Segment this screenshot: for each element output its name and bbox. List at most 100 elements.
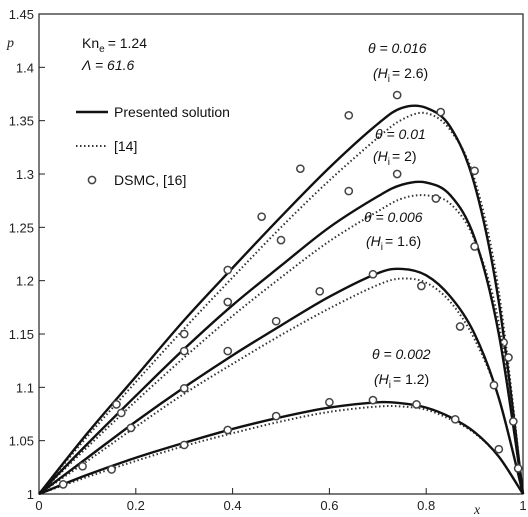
legend: Presented solution [14] DSMC, [16] bbox=[76, 104, 230, 188]
dsmc-point bbox=[223, 346, 233, 356]
y-tick-labels: 1 1.05 1.1 1.15 1.2 1.25 1.3 1.35 1.4 1.45 bbox=[9, 7, 34, 502]
solid-line-theta-0.002 bbox=[38, 400, 525, 496]
curve-annotations: θ = 0.016 (Hi = 2.6) θ = 0.01 (Hi = 2) θ =… bbox=[364, 40, 431, 391]
parameter-block: Kne = 1.24 Λ = 61.6 bbox=[81, 35, 147, 73]
x-tick-label: 0.2 bbox=[127, 498, 145, 513]
hi-symbol: (H bbox=[374, 371, 390, 387]
hi-value: = 2.6) bbox=[392, 65, 428, 81]
y-tick-label: 1.15 bbox=[9, 327, 34, 342]
x-tick-label: 0.8 bbox=[417, 498, 435, 513]
series-theta-0.01 bbox=[38, 169, 525, 495]
hi-subscript: i bbox=[388, 157, 390, 168]
dsmc-point bbox=[368, 395, 378, 405]
x-tick-label: 1 bbox=[519, 498, 526, 513]
y-tick-label: 1.25 bbox=[9, 220, 34, 235]
lambda-parameter: Λ = 61.6 bbox=[81, 57, 135, 73]
hi-value: = 2) bbox=[392, 148, 417, 164]
plot-frame bbox=[38, 13, 524, 495]
dsmc-point bbox=[392, 90, 402, 100]
annotation-theta-0006: θ = 0.006 bbox=[364, 209, 423, 225]
annotation-hi-001: (Hi = 2) bbox=[373, 148, 417, 168]
hi-subscript: i bbox=[381, 242, 383, 253]
dsmc-point bbox=[296, 164, 305, 174]
dsmc-point bbox=[112, 400, 121, 409]
dsmc-point bbox=[508, 417, 518, 426]
knudsen-number: Kne = 1.24 bbox=[82, 35, 147, 55]
hi-subscript: i bbox=[388, 74, 390, 85]
hi-symbol: (H bbox=[373, 148, 389, 164]
dsmc-point bbox=[412, 400, 421, 409]
legend-label-dsmc: DSMC, [16] bbox=[114, 172, 186, 188]
dsmc-point bbox=[223, 297, 233, 307]
dsmc-point bbox=[470, 242, 479, 251]
y-axis-title: p bbox=[6, 36, 14, 51]
dsmc-point bbox=[450, 414, 460, 424]
y-tick-label: 1.45 bbox=[9, 7, 34, 22]
dsmc-point bbox=[223, 425, 233, 435]
dsmc-point bbox=[417, 281, 426, 291]
dsmc-point bbox=[455, 322, 465, 331]
annotation-theta-0016: θ = 0.016 bbox=[368, 40, 427, 56]
dsmc-point bbox=[179, 329, 189, 339]
y-tick-label: 1.35 bbox=[9, 114, 34, 129]
hi-value: = 1.2) bbox=[393, 371, 429, 387]
x-tick-label: 0.4 bbox=[224, 498, 242, 513]
x-tick-labels: 0 0.2 0.4 0.6 0.8 1 bbox=[35, 498, 526, 513]
hi-value: = 1.6) bbox=[385, 233, 421, 249]
solid-line-theta-0.016 bbox=[38, 104, 525, 495]
dsmc-point bbox=[116, 408, 126, 418]
y-tick-label: 1.4 bbox=[16, 60, 34, 75]
dsmc-point bbox=[436, 107, 446, 117]
annotation-theta-0002: θ = 0.002 bbox=[372, 346, 431, 362]
dsmc-point bbox=[126, 423, 136, 433]
dsmc-point bbox=[392, 169, 402, 179]
dsmc-point bbox=[179, 346, 189, 356]
x-axis-title: x bbox=[473, 503, 481, 517]
dotted-line-theta-0.006 bbox=[38, 277, 524, 495]
annotation-hi-0006: (Hi = 1.6) bbox=[366, 233, 421, 253]
legend-label-ref14: [14] bbox=[114, 138, 137, 154]
tick-marks bbox=[38, 13, 524, 495]
legend-label-presented: Presented solution bbox=[114, 104, 230, 120]
y-tick-label: 1.05 bbox=[9, 434, 34, 449]
series-layer bbox=[38, 90, 525, 496]
knudsen-value: = 1.24 bbox=[108, 35, 148, 51]
y-tick-label: 1.3 bbox=[16, 167, 34, 182]
dsmc-point bbox=[257, 212, 266, 222]
dsmc-point bbox=[431, 194, 441, 203]
hi-subscript: i bbox=[389, 380, 391, 391]
solid-line-theta-0.006 bbox=[38, 267, 525, 495]
annotation-theta-001: θ = 0.01 bbox=[375, 126, 426, 142]
series-theta-0.002 bbox=[38, 395, 525, 496]
legend-circle-swatch bbox=[87, 175, 97, 185]
series-theta-0.016 bbox=[38, 90, 525, 495]
dsmc-point bbox=[470, 166, 479, 176]
dotted-line-theta-0.002 bbox=[38, 404, 524, 495]
dsmc-point bbox=[344, 186, 354, 196]
dotted-line-theta-0.016 bbox=[38, 111, 524, 495]
dsmc-point bbox=[271, 316, 281, 326]
solid-line-theta-0.01 bbox=[38, 180, 525, 495]
y-tick-label: 1.1 bbox=[16, 380, 34, 395]
dsmc-point bbox=[344, 110, 354, 120]
dsmc-point bbox=[179, 384, 189, 393]
y-tick-label: 1.2 bbox=[16, 274, 34, 289]
x-tick-label: 0 bbox=[35, 498, 42, 513]
knudsen-prefix: Kn bbox=[82, 35, 99, 51]
hi-symbol: (H bbox=[373, 65, 389, 81]
dsmc-point bbox=[107, 465, 116, 474]
dsmc-point bbox=[78, 461, 87, 471]
hi-symbol: (H bbox=[366, 233, 382, 249]
dsmc-point bbox=[315, 286, 325, 296]
dsmc-point bbox=[271, 411, 281, 421]
dsmc-point bbox=[276, 235, 286, 245]
dsmc-point bbox=[368, 269, 378, 279]
dsmc-point bbox=[494, 444, 504, 454]
annotation-hi-0016: (Hi = 2.6) bbox=[373, 65, 428, 85]
x-tick-label: 0.6 bbox=[320, 498, 338, 513]
dsmc-point bbox=[58, 480, 68, 489]
series-theta-0.006 bbox=[38, 267, 525, 495]
knudsen-subscript: e bbox=[99, 44, 105, 55]
dsmc-point bbox=[504, 353, 513, 362]
annotation-hi-0002: (Hi = 1.2) bbox=[374, 371, 429, 391]
